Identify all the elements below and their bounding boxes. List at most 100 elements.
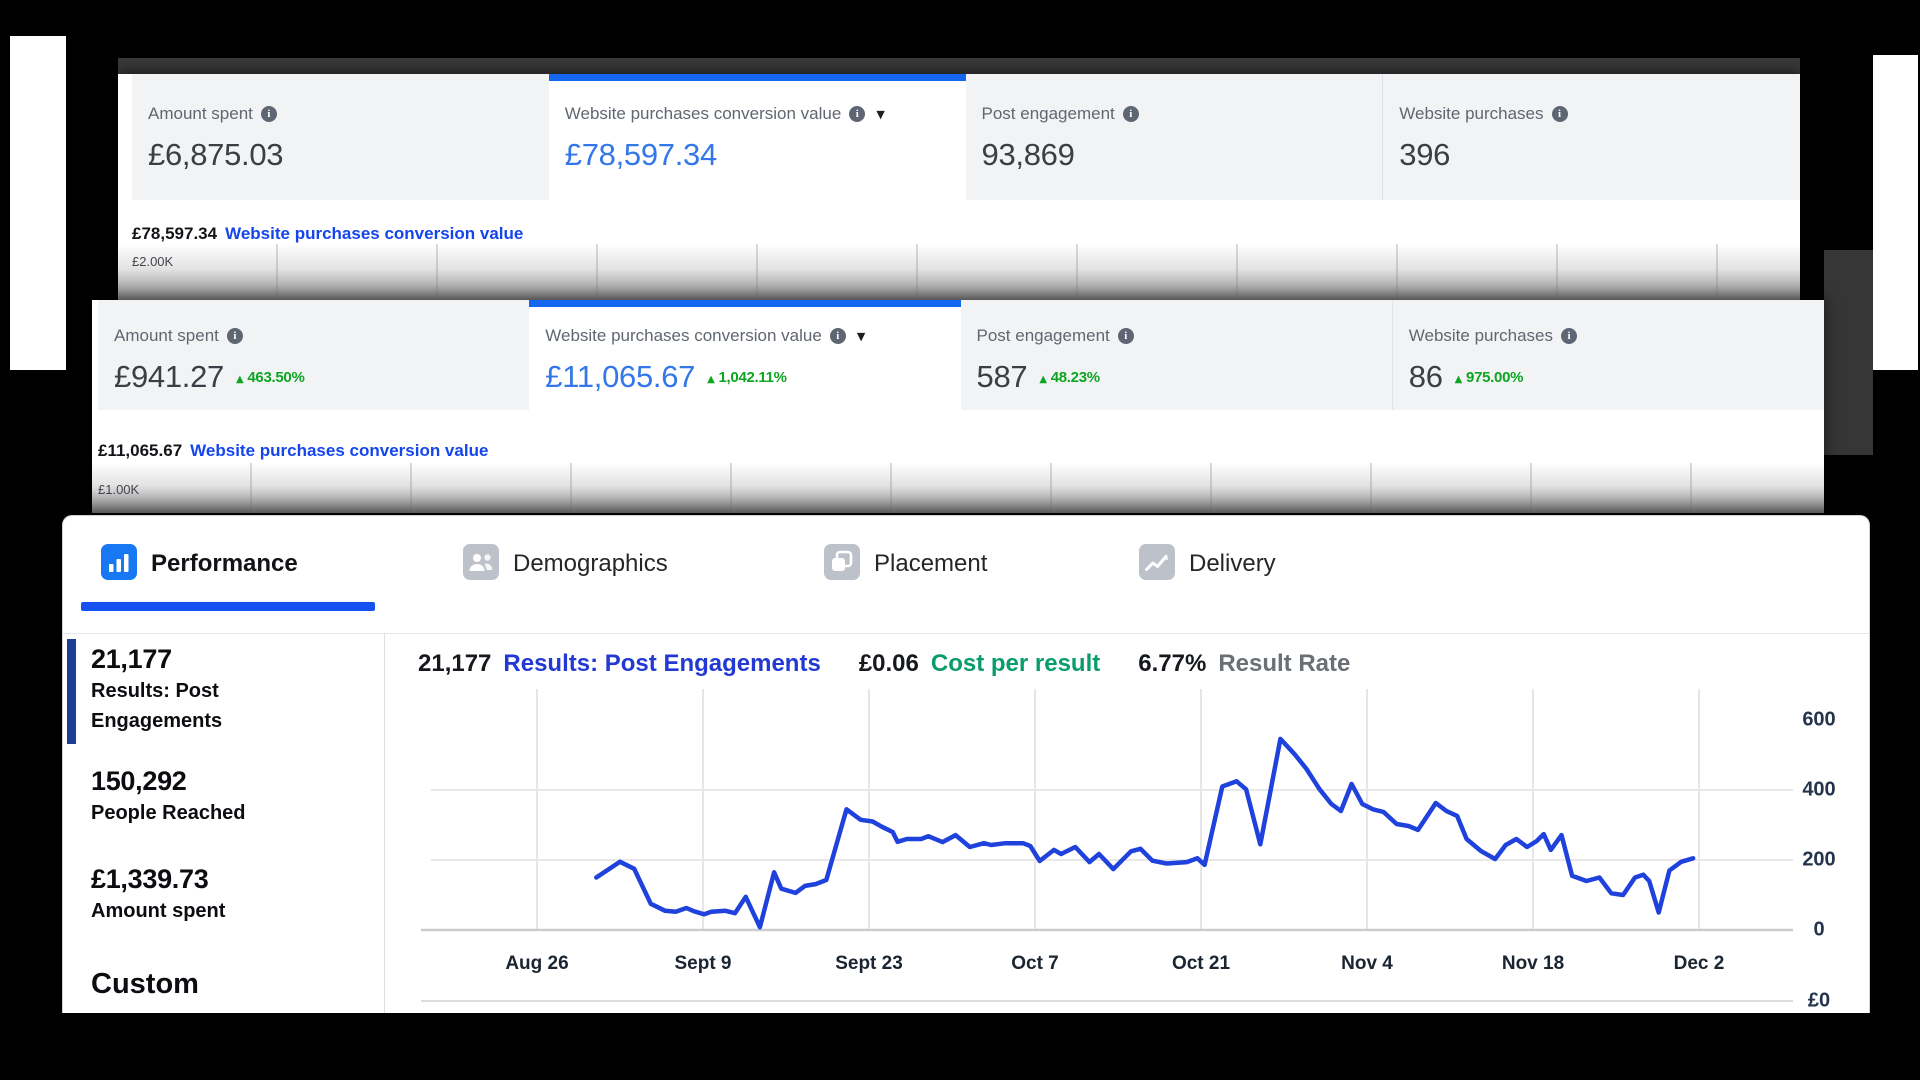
bar-chart-icon xyxy=(101,543,137,585)
stat-value: 21,177 xyxy=(91,644,172,674)
metric-cards-row: Amount spent i £941.27 ▲ 463.50% Website purc… xyxy=(98,300,1824,424)
chart-summary-line: £11,065.67 Website purchases conversion v… xyxy=(98,441,488,461)
sidebar-stat-people-reached[interactable]: 150,292 People Reached xyxy=(91,764,246,828)
metric-card-website-purchases-conversion-value[interactable]: Website purchases conversion value i ▼ £78,… xyxy=(548,74,966,224)
metric-card-website-purchases-conversion-value[interactable]: Website purchases conversion value i ▼ £11,… xyxy=(529,300,961,424)
chart-gridlines-cropped xyxy=(92,463,1824,513)
metric-delta-value: 463.50% xyxy=(247,368,305,386)
metric-card-value: 396 xyxy=(1399,137,1800,173)
tab-label: Demographics xyxy=(513,550,668,577)
metric-card-label-text: Post engagement xyxy=(981,104,1115,123)
info-icon[interactable]: i xyxy=(1551,106,1568,122)
stat-value: £1,339.73 xyxy=(91,864,209,894)
x-tick-label: Aug 26 xyxy=(505,953,569,974)
placement-icon xyxy=(824,543,860,585)
metric-value-text: 93,869 xyxy=(981,137,1075,172)
metric-card-website-purchases[interactable]: Website purchases i 86 ▲ 975.00% xyxy=(1392,300,1824,410)
tab-performance[interactable]: Performance xyxy=(101,542,298,586)
summary-metric-link[interactable]: Website purchases conversion value xyxy=(190,441,489,460)
y-tick-label: 400 xyxy=(1802,778,1836,801)
background-strip-top xyxy=(118,58,1800,74)
x-tick-label: Nov 18 xyxy=(1501,953,1565,974)
results-series-line xyxy=(594,736,1696,930)
metric-card-amount-spent[interactable]: Amount spent i £6,875.03 xyxy=(132,74,549,200)
metric-card-label: Amount spent i xyxy=(148,104,549,124)
cost-per-result-value: £0.06 xyxy=(858,650,919,677)
info-icon[interactable]: i xyxy=(260,106,277,122)
background-sliver-left xyxy=(10,36,66,370)
tab-delivery[interactable]: Delivery xyxy=(1139,542,1276,586)
metric-card-post-engagement[interactable]: Post engagement i 93,869 xyxy=(965,74,1384,200)
metric-card-label-text: Website purchases conversion value xyxy=(564,104,842,123)
info-icon[interactable]: i xyxy=(1117,328,1134,344)
metric-delta-value: 1,042.11% xyxy=(718,368,788,386)
metric-value-text: 86 xyxy=(1408,359,1443,394)
metric-delta-value: 48.23% xyxy=(1050,368,1100,386)
metric-value-text: £6,875.03 xyxy=(148,137,284,172)
stat-label-line: Engagements xyxy=(91,710,223,732)
selected-card-accent-bar xyxy=(548,74,966,81)
x-tick-label: Sept 23 xyxy=(835,953,903,974)
metric-card-value: £11,065.67 ▲ 1,042.11% xyxy=(545,359,960,395)
info-icon[interactable]: i xyxy=(829,328,846,344)
chart-header: 21,177 Results: Post Engagements £0.06 C… xyxy=(418,650,1350,678)
up-triangle-icon: ▲ xyxy=(1454,373,1463,385)
stat-value: 150,292 xyxy=(91,766,187,796)
metric-card-label: Website purchases i xyxy=(1409,326,1824,346)
info-icon[interactable]: i xyxy=(226,328,243,344)
metric-value-text: £941.27 xyxy=(114,359,224,394)
tab-label: Delivery xyxy=(1189,550,1276,577)
info-icon[interactable]: i xyxy=(1122,106,1139,122)
metric-cards-row: Amount spent i £6,875.03 Website purchases … xyxy=(132,74,1800,224)
metric-card-label: Website purchases conversion value i ▼ xyxy=(545,326,960,346)
metric-card-value: 93,869 xyxy=(982,137,1383,173)
info-icon[interactable]: i xyxy=(849,106,866,122)
metric-card-value: £78,597.34 xyxy=(565,137,966,173)
metric-card-value: £941.27 ▲ 463.50% xyxy=(114,359,529,395)
y-tick-label-currency: £0 xyxy=(1807,989,1831,1012)
results-line-chart xyxy=(421,689,1793,1002)
x-tick-label: Oct 21 xyxy=(1171,953,1231,974)
summary-metric-link[interactable]: Website purchases conversion value xyxy=(225,224,524,243)
result-rate-label[interactable]: Result Rate xyxy=(1218,650,1351,677)
x-tick-label: Oct 7 xyxy=(1011,953,1059,974)
dropdown-caret-icon[interactable]: ▼ xyxy=(876,107,885,121)
chart-summary-line: £78,597.34 Website purchases conversion v… xyxy=(132,224,523,244)
metric-card-label-text: Website purchases conversion value xyxy=(545,326,822,345)
y-tick-label: 200 xyxy=(1802,848,1836,871)
metric-card-post-engagement[interactable]: Post engagement i 587 ▲ 48.23% xyxy=(960,300,1393,410)
stat-label-line: Results: Post xyxy=(91,680,219,702)
metric-delta: ▲ 975.00% xyxy=(1455,369,1524,386)
metrics-panel-2: Amount spent i £941.27 ▲ 463.50% Website purc… xyxy=(92,300,1824,513)
tab-label: Placement xyxy=(874,550,988,577)
summary-value: £11,065.67 xyxy=(98,441,183,460)
sidebar-stat-results-post-engagements[interactable]: 21,177 Results: Post Engagements xyxy=(91,642,222,736)
metric-card-label: Post engagement i xyxy=(982,104,1383,124)
metric-card-label: Website purchases conversion value i ▼ xyxy=(565,104,966,124)
selected-metric-accent-bar xyxy=(67,639,76,744)
metric-delta-value: 975.00% xyxy=(1466,368,1524,386)
cost-per-result-label[interactable]: Cost per result xyxy=(930,650,1101,677)
dropdown-caret-icon[interactable]: ▼ xyxy=(856,329,866,343)
metric-card-label-text: Website purchases xyxy=(1408,326,1554,345)
results-value: 21,177 xyxy=(418,650,492,677)
metric-card-website-purchases[interactable]: Website purchases i 396 xyxy=(1383,74,1800,200)
info-icon[interactable]: i xyxy=(1561,328,1578,344)
metric-card-amount-spent[interactable]: Amount spent i £941.27 ▲ 463.50% xyxy=(98,300,530,410)
metric-value-text: £78,597.34 xyxy=(564,137,717,172)
y-axis-label: £2.00K xyxy=(132,254,174,269)
metric-card-label-text: Amount spent xyxy=(148,104,253,123)
metric-value-text: 587 xyxy=(976,359,1028,394)
up-triangle-icon: ▲ xyxy=(707,373,715,385)
stat-label-line: People Reached xyxy=(91,802,246,824)
summary-value: £78,597.34 xyxy=(132,224,218,243)
results-label[interactable]: Results: Post Engagements xyxy=(503,650,821,677)
sidebar-stat-amount-spent[interactable]: £1,339.73 Amount spent xyxy=(91,862,225,926)
chart-gridlines-cropped xyxy=(118,244,1800,300)
tab-demographics[interactable]: Demographics xyxy=(463,542,668,586)
metric-card-label-text: Post engagement xyxy=(976,326,1110,345)
up-triangle-icon: ▲ xyxy=(235,373,244,385)
background-sliver-right xyxy=(1873,55,1918,370)
tab-placement[interactable]: Placement xyxy=(824,542,987,586)
metric-card-value: 587 ▲ 48.23% xyxy=(977,359,1392,395)
